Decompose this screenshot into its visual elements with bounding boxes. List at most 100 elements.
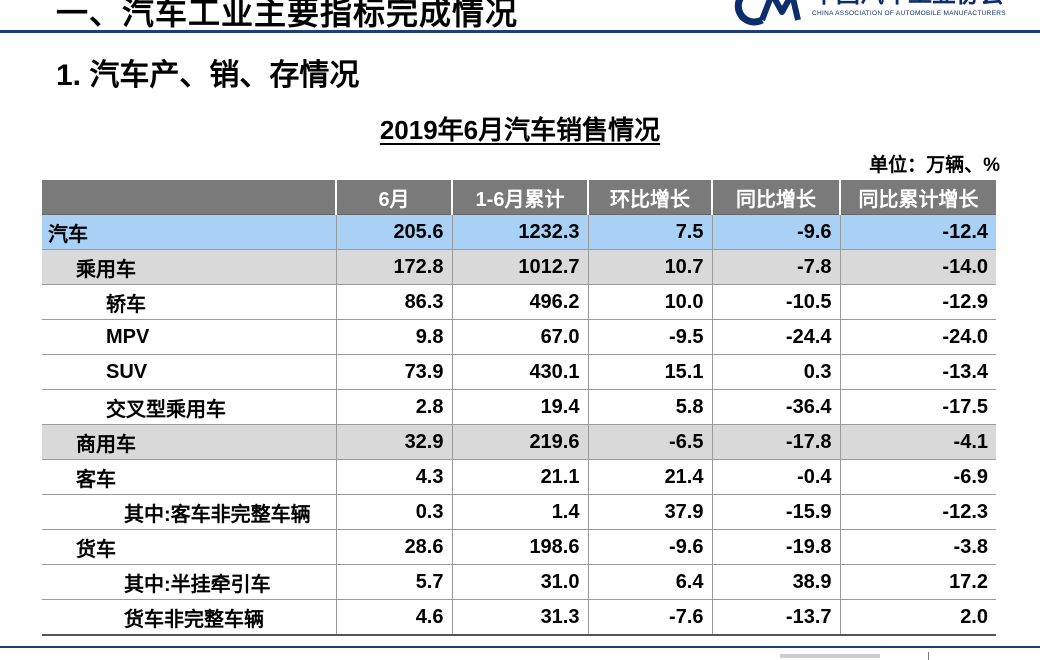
table-cell: 1012.7 <box>451 249 588 285</box>
table-row: 商用车 32.9 219.6 -6.5 -17.8 -4.1 <box>42 424 996 460</box>
table-cell: 496.2 <box>451 284 588 320</box>
row-label: 货车非完整车辆 <box>42 599 336 636</box>
row-label: SUV <box>42 354 336 390</box>
table-cell: 31.0 <box>451 564 588 600</box>
table-cell: -19.8 <box>711 529 840 565</box>
table-cell: 17.2 <box>839 564 996 600</box>
table-cell: 0.3 <box>335 494 452 530</box>
table-cell: 7.5 <box>587 214 712 250</box>
table-cell: 19.4 <box>451 389 588 425</box>
table-row: 货车非完整车辆 4.6 31.3 -7.6 -13.7 2.0 <box>42 599 996 636</box>
table-cell: 205.6 <box>335 214 452 250</box>
row-label: 客车 <box>42 459 336 495</box>
table-cell: 198.6 <box>451 529 588 565</box>
footer-divider <box>0 646 1040 648</box>
table-row: 货车 28.6 198.6 -9.6 -19.8 -3.8 <box>42 529 996 565</box>
row-label: MPV <box>42 319 336 355</box>
header-divider <box>0 30 1040 33</box>
unit-label: 单位：万辆、% <box>869 155 1000 176</box>
logo-text-en: CHINA ASSOCIATION OF AUTOMOBILE MANUFACT… <box>812 10 1006 17</box>
table-cell: 9.8 <box>335 319 452 355</box>
table-cell: -12.4 <box>839 214 996 250</box>
table-cell: -17.5 <box>839 389 996 425</box>
footer-text-fragment <box>780 650 900 660</box>
table-row: SUV 73.9 430.1 15.1 0.3 -13.4 <box>42 354 996 390</box>
row-label: 货车 <box>42 529 336 565</box>
table-cell: 5.7 <box>335 564 452 600</box>
table-cell: -9.6 <box>711 214 840 250</box>
section-title: 1. 汽车产、销、存情况 <box>56 59 360 92</box>
table-cell: 86.3 <box>335 284 452 320</box>
table-cell: -13.7 <box>711 599 840 636</box>
table-cell: -7.8 <box>711 249 840 285</box>
table-cell: -9.6 <box>587 529 712 565</box>
table-cell: 172.8 <box>335 249 452 285</box>
column-header <box>42 180 336 215</box>
table-cell: 10.7 <box>587 249 712 285</box>
table-cell: -6.5 <box>587 424 712 460</box>
table-cell: 0.3 <box>711 354 840 390</box>
table-cell: 31.3 <box>451 599 588 636</box>
table-cell: 28.6 <box>335 529 452 565</box>
table-cell: 73.9 <box>335 354 452 390</box>
table-cell: -9.5 <box>587 319 712 355</box>
table-cell: 38.9 <box>711 564 840 600</box>
table-cell: 21.4 <box>587 459 712 495</box>
table-cell: -7.6 <box>587 599 712 636</box>
table-cell: 4.6 <box>335 599 452 636</box>
table-cell: 10.0 <box>587 284 712 320</box>
table-cell: -10.5 <box>711 284 840 320</box>
table-row: 交叉型乘用车 2.8 19.4 5.8 -36.4 -17.5 <box>42 389 996 425</box>
table-cell: -4.1 <box>839 424 996 460</box>
table-cell: 5.8 <box>587 389 712 425</box>
table-cell: 1.4 <box>451 494 588 530</box>
column-header: 6月 <box>335 180 452 215</box>
row-label: 交叉型乘用车 <box>42 389 336 425</box>
table-title: 2019年6月汽车销售情况 <box>379 115 661 145</box>
table-cell: 219.6 <box>451 424 588 460</box>
table-cell: -14.0 <box>839 249 996 285</box>
table-cell: 2.8 <box>335 389 452 425</box>
table-cell: 15.1 <box>587 354 712 390</box>
row-label: 其中:客车非完整车辆 <box>42 494 336 530</box>
table-row: 其中:半挂牵引车 5.7 31.0 6.4 38.9 17.2 <box>42 564 996 600</box>
table-cell: -0.4 <box>711 459 840 495</box>
table-cell: -15.9 <box>711 494 840 530</box>
table-cell: 1232.3 <box>451 214 588 250</box>
row-label: 乘用车 <box>42 249 336 285</box>
table-cell: -36.4 <box>711 389 840 425</box>
table-cell: 6.4 <box>587 564 712 600</box>
table-cell: -6.9 <box>839 459 996 495</box>
caam-logo-icon <box>734 0 801 26</box>
column-header: 环比增长 <box>587 180 712 215</box>
table-row: 客车 4.3 21.1 21.4 -0.4 -6.9 <box>42 459 996 495</box>
table-cell: 37.9 <box>587 494 712 530</box>
table-row: 轿车 86.3 496.2 10.0 -10.5 -12.9 <box>42 284 996 320</box>
table-row: 乘用车 172.8 1012.7 10.7 -7.8 -14.0 <box>42 249 996 285</box>
logo: 中国汽车工业协会 CHINA ASSOCIATION OF AUTOMOBILE… <box>732 0 1032 30</box>
table-cell: 4.3 <box>335 459 452 495</box>
table-cell: -24.4 <box>711 319 840 355</box>
row-label: 商用车 <box>42 424 336 460</box>
table-cell: 67.0 <box>451 319 588 355</box>
table-row: 汽车 205.6 1232.3 7.5 -9.6 -12.4 <box>42 214 996 250</box>
table-cell: 2.0 <box>839 599 996 636</box>
logo-text-cn: 中国汽车工业协会 <box>812 0 1004 9</box>
table-row: MPV 9.8 67.0 -9.5 -24.4 -24.0 <box>42 319 996 355</box>
table-cell: -13.4 <box>839 354 996 390</box>
table-cell: 430.1 <box>451 354 588 390</box>
table-header-row: 6月 1-6月累计 环比增长 同比增长 同比累计增长 <box>42 180 996 215</box>
column-header: 1-6月累计 <box>451 180 588 215</box>
row-label: 汽车 <box>42 214 336 250</box>
table-cell: -3.8 <box>839 529 996 565</box>
table-cell: 32.9 <box>335 424 452 460</box>
sales-table: 6月 1-6月累计 环比增长 同比增长 同比累计增长 汽车 205.6 1232.3… <box>42 180 996 636</box>
table-title-wrap: 2019年6月汽车销售情况 <box>0 110 1040 147</box>
table-cell: 21.1 <box>451 459 588 495</box>
row-label: 其中:半挂牵引车 <box>42 564 336 600</box>
table-cell: -12.9 <box>839 284 996 320</box>
table-row: 其中:客车非完整车辆 0.3 1.4 37.9 -15.9 -12.3 <box>42 494 996 530</box>
column-header: 同比增长 <box>711 180 840 215</box>
table-cell: -24.0 <box>839 319 996 355</box>
column-header: 同比累计增长 <box>839 180 996 215</box>
